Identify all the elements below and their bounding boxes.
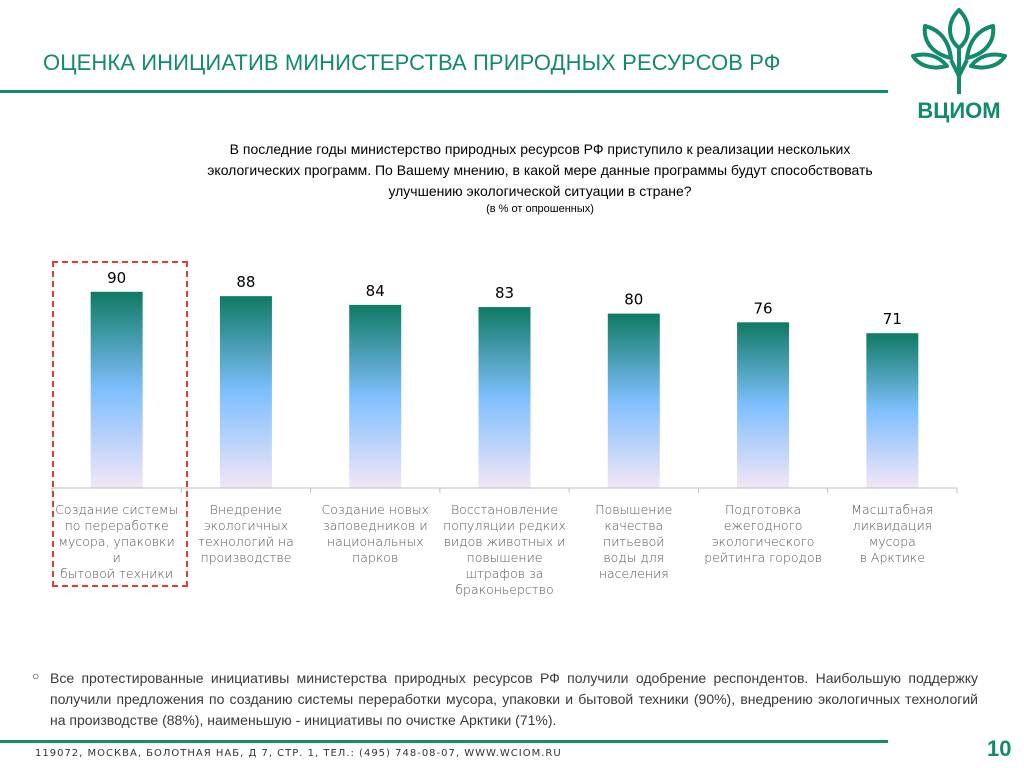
question-line: В последние годы министерство природных …	[229, 141, 851, 157]
summary-text: Все протестированные инициативы министер…	[50, 670, 978, 728]
bar	[866, 333, 919, 488]
category-label-line: Создание новых	[321, 502, 429, 517]
summary: Все протестированные инициативы министер…	[32, 668, 978, 731]
bar	[737, 322, 790, 488]
title-divider	[0, 90, 888, 93]
question-line: улучшению экологической ситуации в стран…	[388, 183, 692, 199]
category-label-line: Восстановление	[450, 502, 559, 517]
data-label: 76	[754, 299, 773, 317]
category-label-line: производстве	[200, 550, 292, 565]
category-label-line: технологий на	[198, 534, 294, 549]
category-label-line: браконьерство	[455, 582, 554, 597]
category-label-line: рейтинга городов	[704, 550, 822, 565]
category-label-line: по переработке	[64, 518, 169, 533]
bar	[607, 313, 660, 488]
category-label-line: экологичных	[203, 518, 289, 533]
data-label: 90	[107, 269, 126, 287]
bar	[90, 291, 143, 488]
category-label-line: заповедников и	[322, 518, 428, 533]
category-label-line: Повышение	[595, 502, 673, 517]
category-label: Восстановление популяции редких видов живо…	[443, 502, 567, 598]
category-label-line: национальных	[326, 534, 424, 549]
question-note: (в % от опрошенных)	[486, 203, 594, 215]
logo-text: ВЦИОМ	[917, 98, 1000, 123]
category-label-line: ежегодного	[723, 518, 803, 533]
data-label: 84	[366, 282, 385, 300]
bar	[219, 296, 272, 488]
bar	[349, 304, 402, 488]
category-label-line: видов животных и	[443, 534, 566, 549]
footer-divider	[0, 740, 888, 743]
data-label: 80	[624, 291, 643, 309]
highlight-box	[52, 261, 188, 587]
question-line: экологических программ. По Вашему мнению…	[207, 162, 873, 178]
category-label-line: воды для населения	[598, 550, 669, 581]
footer-address: 119072, МОСКВА, БОЛОТНАЯ НАБ, Д 7, СТР. …	[35, 748, 562, 759]
data-label: 71	[883, 310, 902, 328]
page-number: 10	[987, 736, 1012, 761]
category-label-line: бытовой техники	[60, 566, 174, 581]
category-label-line: Создание системы	[55, 502, 179, 517]
category-label-line: мусора, упаковки и	[58, 534, 175, 565]
category-label-line: Внедрение	[209, 502, 283, 517]
category-label: Создание новых заповедников и национальных…	[313, 502, 437, 566]
category-label: Внедрение экологичных технологий на произво…	[184, 502, 308, 566]
category-label-line: популяции редких	[443, 518, 566, 533]
category-label-line: парков	[352, 550, 399, 565]
data-label: 83	[495, 284, 514, 302]
category-label-line: экологического	[711, 534, 815, 549]
bar	[478, 307, 531, 488]
category-label: Масштабная ликвидация мусора в Арктике	[830, 502, 954, 566]
wciom-logo: ВЦИОМ	[911, 8, 1007, 123]
category-label-line: штрафов за	[465, 566, 544, 581]
category-label-line: Подготовка	[724, 502, 802, 517]
category-label: Повышение качества питьевой воды для насел…	[572, 502, 696, 582]
survey-question: В последние годы министерство природных …	[130, 139, 950, 202]
category-label-line: Масштабная	[851, 502, 934, 517]
bullet-icon: ○	[32, 669, 40, 683]
data-label: 88	[236, 273, 255, 291]
category-label: Подготовка ежегодного экологического рейтин…	[701, 502, 825, 566]
category-label-line: в Арктике	[859, 550, 926, 565]
category-label-line: качества питьевой	[603, 518, 665, 549]
category-label-line: повышение	[466, 550, 543, 565]
category-label: Создание системы по переработке мусора, уп…	[55, 502, 179, 582]
page-title: ОЦЕНКА ИНИЦИАТИВ МИНИСТЕРСТВА ПРИРОДНЫХ …	[43, 50, 781, 75]
category-label-line: ликвидация мусора	[852, 518, 933, 549]
